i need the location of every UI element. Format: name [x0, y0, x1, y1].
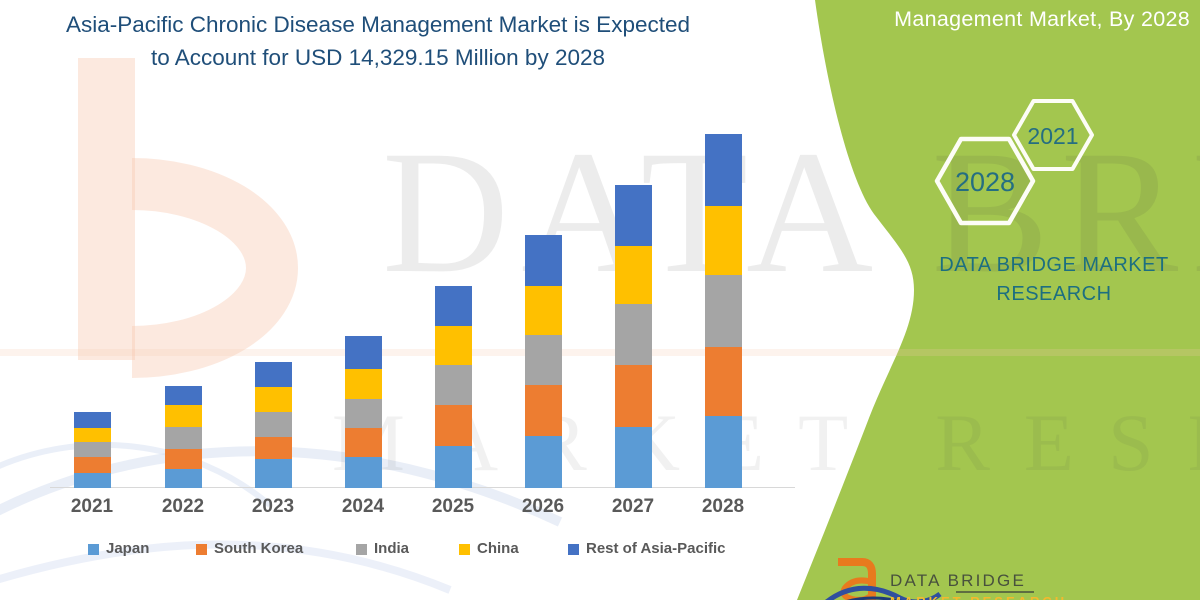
legend-item-rest-of-asia-pacific: Rest of Asia-Pacific — [568, 540, 726, 557]
bar-2026-south-korea — [524, 384, 562, 436]
legend-marker-icon — [196, 544, 207, 555]
bar-2028-china — [704, 205, 742, 275]
bar-2028-india — [704, 274, 742, 348]
bar-2024-rest-of-asia-pacific — [344, 336, 382, 370]
bar-2026-india — [524, 334, 562, 385]
bar-2026-rest-of-asia-pacific — [524, 235, 562, 287]
footer-logo-sub: MARKET RESEARCH — [890, 594, 1067, 600]
bar-2024-south-korea — [344, 428, 382, 458]
x-label-2023: 2023 — [251, 496, 295, 517]
x-label-2028: 2028 — [701, 496, 745, 517]
legend-marker-icon — [459, 544, 470, 555]
bar-2026-china — [524, 286, 562, 335]
bar-2024 — [344, 336, 382, 488]
x-axis-line — [50, 487, 795, 488]
x-label-2025: 2025 — [431, 496, 475, 517]
x-label-2024: 2024 — [341, 496, 385, 517]
legend-marker-icon — [568, 544, 579, 555]
brand-text: DATA BRIDGE MARKET RESEARCH — [935, 251, 1173, 309]
legend-item-japan: Japan — [88, 540, 150, 557]
hexagon-2028-icon — [934, 136, 1036, 226]
bar-2027-japan — [614, 427, 652, 488]
bar-2025-china — [434, 326, 472, 365]
bar-2023-japan — [254, 459, 292, 488]
bar-2022-india — [164, 427, 202, 449]
legend-marker-icon — [356, 544, 367, 555]
legend-label: India — [374, 540, 410, 557]
watermark-text-row1: DATA BRIDGE — [382, 115, 1200, 310]
bar-2021-south-korea — [73, 456, 111, 474]
watermark-stripe — [0, 349, 1200, 356]
legend-label: Japan — [106, 540, 150, 557]
bar-2022-japan — [164, 469, 202, 488]
watermark-text-row2: MARKET RESEARCH — [332, 397, 1200, 488]
panel-heading: Management Market, By 2028 — [894, 7, 1190, 31]
footer-logo-name: DATA BRIDGE — [890, 571, 1026, 590]
bar-2027-rest-of-asia-pacific — [614, 185, 652, 246]
bar-2026-japan — [524, 435, 562, 488]
bar-2023-rest-of-asia-pacific — [254, 362, 292, 388]
x-label-2027: 2027 — [611, 496, 655, 517]
bar-2028 — [704, 134, 742, 488]
bar-2028-rest-of-asia-pacific — [704, 134, 742, 206]
x-label-2022: 2022 — [161, 496, 205, 517]
legend-item-india: India — [356, 540, 410, 557]
hexagon-2021-label: 2021 — [1027, 123, 1078, 149]
bar-2021-india — [73, 441, 111, 457]
peach-b-watermark-icon — [78, 58, 298, 378]
hexagon-2028-label: 2028 — [955, 167, 1015, 197]
bar-2023-india — [254, 412, 292, 438]
bar-2027-india — [614, 304, 652, 365]
bar-2022-china — [164, 405, 202, 428]
bar-2021 — [73, 412, 111, 488]
legend-marker-icon — [88, 544, 99, 555]
legend-item-south-korea: South Korea — [196, 540, 304, 557]
x-label-2026: 2026 — [521, 496, 565, 517]
page-title: Asia-Pacific Chronic Disease Management … — [48, 8, 708, 74]
legend-label: Rest of Asia-Pacific — [586, 540, 726, 557]
bar-2022 — [164, 386, 202, 488]
bar-2022-south-korea — [164, 449, 202, 469]
legend-item-china: China — [459, 540, 519, 557]
bar-2027 — [614, 185, 652, 488]
bar-2023-china — [254, 387, 292, 413]
bar-2021-japan — [73, 473, 111, 488]
bar-2023-south-korea — [254, 437, 292, 459]
bar-2021-rest-of-asia-pacific — [73, 412, 111, 429]
bar-2028-south-korea — [704, 347, 742, 416]
page-title-line2: to Account for USD 14,329.15 Million by … — [150, 45, 606, 70]
legend-label: South Korea — [214, 540, 304, 557]
x-label-2021: 2021 — [70, 496, 114, 517]
page-title-line1: Asia-Pacific Chronic Disease Management … — [65, 12, 690, 37]
bar-2024-china — [344, 369, 382, 400]
bar-2025-india — [434, 364, 472, 405]
bar-2027-south-korea — [614, 364, 652, 428]
bar-2023 — [254, 362, 292, 488]
bar-2027-china — [614, 245, 652, 305]
bar-2025-rest-of-asia-pacific — [434, 285, 472, 327]
brand-text-line2: RESEARCH — [996, 283, 1112, 305]
bar-2024-india — [344, 399, 382, 429]
footer-logo: DATA BRIDGE MARKET RESEARCH — [825, 558, 1067, 600]
bar-2025-south-korea — [434, 404, 472, 447]
bar-2028-japan — [704, 415, 742, 488]
bar-2024-japan — [344, 457, 382, 488]
bar-2022-rest-of-asia-pacific — [164, 386, 202, 406]
bar-2025-japan — [434, 446, 472, 488]
bar-2026 — [524, 235, 562, 488]
hexagon-2021-icon — [1012, 99, 1094, 171]
bar-2021-china — [73, 428, 111, 442]
bar-2025 — [434, 285, 472, 488]
legend-label: China — [477, 540, 519, 557]
brand-text-line1: DATA BRIDGE MARKET — [939, 254, 1169, 276]
databridge-swoosh-icon — [825, 585, 942, 600]
